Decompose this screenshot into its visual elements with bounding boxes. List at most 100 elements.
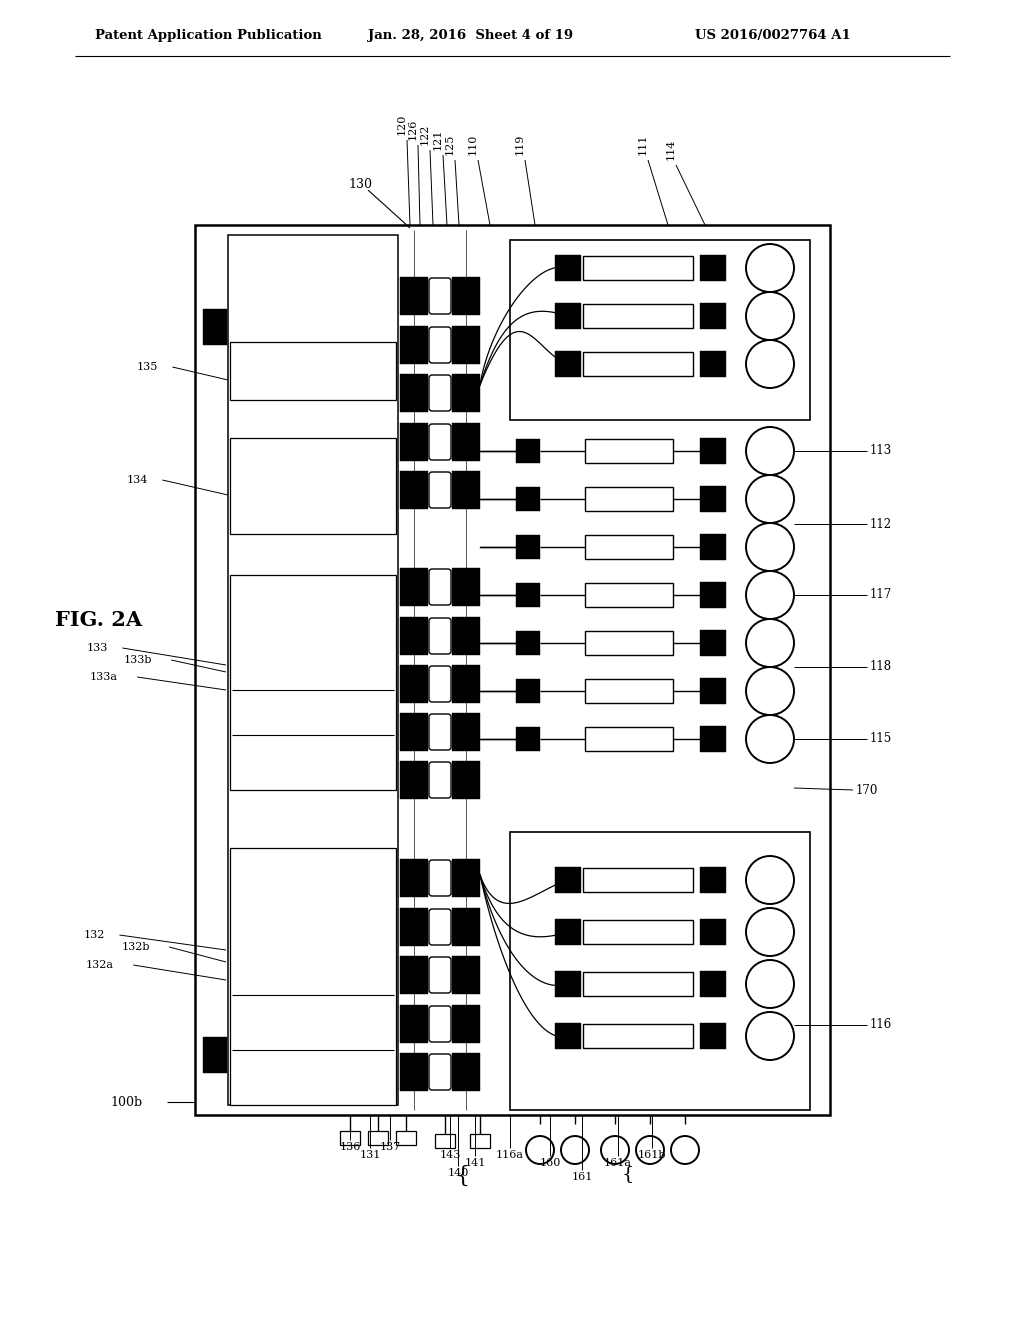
Bar [452, 665, 480, 704]
FancyBboxPatch shape [429, 473, 451, 508]
Text: 116a: 116a [496, 1150, 524, 1160]
Bar [555, 972, 581, 997]
Circle shape [746, 855, 794, 904]
Bar [700, 678, 726, 704]
Bar [583, 304, 693, 327]
Circle shape [746, 341, 794, 388]
Bar [452, 908, 480, 946]
Text: 115: 115 [870, 733, 892, 746]
Bar [700, 726, 726, 752]
Text: 134: 134 [127, 475, 148, 484]
Text: 143: 143 [439, 1150, 461, 1160]
Bar [700, 351, 726, 378]
FancyBboxPatch shape [429, 569, 451, 605]
Text: 161a: 161a [604, 1158, 632, 1168]
Bar [195, 224, 830, 1115]
Text: 119: 119 [515, 133, 525, 154]
Bar [230, 342, 396, 400]
Bar [585, 583, 673, 607]
Text: 100b: 100b [110, 1096, 142, 1109]
Text: 113: 113 [870, 445, 892, 458]
Bar [452, 326, 480, 364]
Bar [400, 908, 428, 946]
Bar [396, 1131, 416, 1144]
Bar [583, 972, 693, 997]
Circle shape [746, 960, 794, 1008]
Bar [452, 471, 480, 510]
Bar [555, 919, 581, 945]
Bar [400, 326, 428, 364]
Bar [585, 678, 673, 704]
Bar [230, 847, 396, 1105]
Bar [203, 1038, 227, 1073]
Bar [368, 1131, 388, 1144]
Bar [400, 713, 428, 751]
Bar [452, 1005, 480, 1043]
Bar [700, 255, 726, 281]
Bar [510, 240, 810, 420]
Bar [230, 576, 396, 789]
FancyBboxPatch shape [429, 327, 451, 363]
Bar [516, 727, 540, 751]
Circle shape [636, 1137, 664, 1164]
Text: {: { [622, 1166, 634, 1183]
FancyBboxPatch shape [429, 957, 451, 993]
Text: 131: 131 [359, 1150, 381, 1160]
Bar [510, 832, 810, 1110]
Bar [400, 665, 428, 704]
FancyBboxPatch shape [429, 667, 451, 702]
Bar [452, 762, 480, 799]
FancyBboxPatch shape [429, 861, 451, 896]
Bar [585, 440, 673, 463]
FancyBboxPatch shape [429, 1006, 451, 1041]
Text: US 2016/0027764 A1: US 2016/0027764 A1 [695, 29, 851, 42]
Bar [400, 956, 428, 994]
Bar [555, 1023, 581, 1049]
Text: 141: 141 [464, 1158, 485, 1168]
Bar [516, 535, 540, 558]
Text: 111: 111 [638, 133, 648, 154]
FancyBboxPatch shape [429, 909, 451, 945]
Text: 112: 112 [870, 517, 892, 531]
Bar [452, 568, 480, 606]
FancyBboxPatch shape [429, 762, 451, 799]
Bar [700, 486, 726, 512]
Bar [470, 1134, 490, 1148]
Circle shape [526, 1137, 554, 1164]
Bar [452, 616, 480, 655]
FancyBboxPatch shape [429, 618, 451, 653]
Bar [516, 678, 540, 704]
Bar [585, 727, 673, 751]
Bar [400, 277, 428, 315]
Circle shape [746, 523, 794, 572]
Bar [583, 869, 693, 892]
Text: 161: 161 [571, 1172, 593, 1181]
Text: 140: 140 [447, 1168, 469, 1177]
Bar [583, 352, 693, 376]
Text: 110: 110 [468, 133, 478, 154]
Bar [700, 1023, 726, 1049]
Text: 160: 160 [540, 1158, 561, 1168]
Circle shape [746, 292, 794, 341]
Text: 130: 130 [348, 178, 372, 191]
Text: 135: 135 [136, 362, 158, 372]
Circle shape [746, 475, 794, 523]
Bar [555, 304, 581, 329]
Text: 137: 137 [379, 1142, 400, 1152]
Circle shape [746, 572, 794, 619]
Bar [452, 713, 480, 751]
Circle shape [746, 908, 794, 956]
Bar [400, 374, 428, 412]
Text: 132: 132 [84, 931, 105, 940]
Text: 126: 126 [408, 119, 418, 140]
Bar [228, 235, 398, 1105]
Bar [700, 535, 726, 560]
Bar [452, 859, 480, 898]
Text: 170: 170 [856, 784, 879, 796]
Bar [700, 438, 726, 465]
Bar [203, 309, 227, 345]
Bar [516, 583, 540, 607]
Bar [555, 351, 581, 378]
Text: 121: 121 [433, 128, 443, 150]
Circle shape [746, 715, 794, 763]
